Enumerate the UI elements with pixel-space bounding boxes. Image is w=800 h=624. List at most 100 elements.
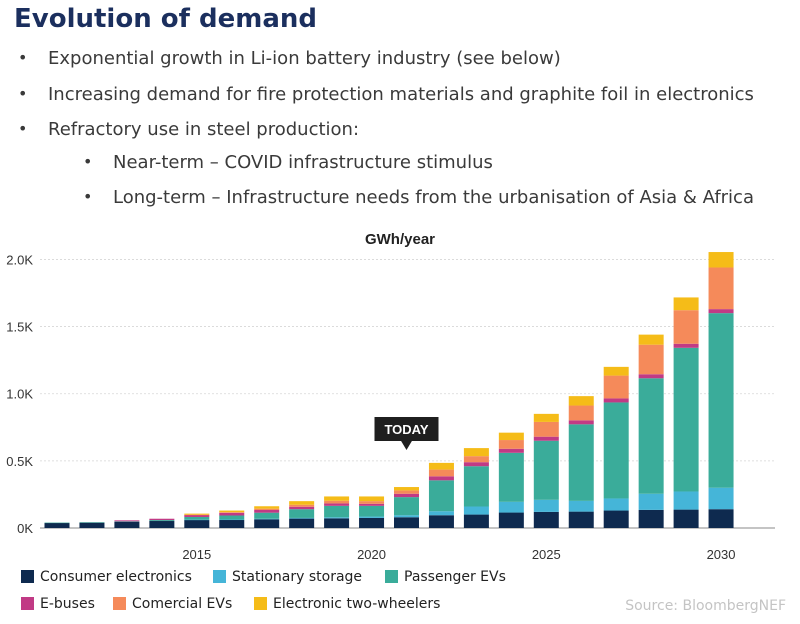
page-title: Evolution of demand: [14, 4, 317, 34]
bar-segment: [463, 506, 489, 515]
bar-segment: [533, 499, 559, 512]
bar-segment: [394, 487, 419, 491]
bar-segment: [498, 440, 524, 449]
bar-segment: [638, 344, 664, 375]
bar-segment: [289, 504, 315, 507]
bar-segment: [219, 510, 245, 513]
bullet-dot: •: [18, 119, 28, 138]
bar-segment: [394, 515, 419, 518]
bar-segment: [568, 405, 594, 421]
bar-segment: [254, 510, 280, 513]
bullet-text: Refractory use in steel production:: [48, 119, 360, 140]
bar-segment: [498, 501, 524, 513]
bar-segment: [498, 432, 524, 441]
bar-segment: [184, 519, 210, 521]
x-tick-label: 2015: [182, 547, 211, 562]
y-tick-label: 1.0K: [6, 387, 33, 402]
legend-label: E-buses: [40, 596, 95, 612]
bar-segment: [568, 396, 594, 406]
bullet-text: Increasing demand for fire protection ma…: [48, 84, 754, 105]
bar-segment: [533, 436, 559, 441]
stacked-bar-chart: GWh/year 0K 0.5K 1.0K 1.5K 2.0K 2015 2020 2025 20…: [6, 231, 775, 612]
bullet-item: • Refractory use in steel production:: [18, 119, 360, 140]
bar-segment: [708, 309, 734, 314]
bar-segment: [324, 517, 350, 519]
bar-segment: [673, 509, 699, 528]
bar-segment: [289, 506, 315, 510]
bar-segment: [603, 510, 629, 528]
bar-segment: [638, 509, 664, 528]
bar-segment: [44, 522, 70, 524]
bar-segment: [324, 505, 350, 518]
bar-segment: [463, 456, 489, 463]
bar-segment: [533, 413, 559, 422]
bar-segment: [673, 297, 699, 311]
bar-segment: [568, 424, 594, 501]
bar-segment: [428, 462, 454, 470]
bullet-dot: •: [83, 187, 93, 206]
bar-segment: [184, 514, 210, 517]
bar-segment: [359, 496, 385, 502]
bar-segment: [394, 490, 419, 494]
legend-label: Passenger EVs: [404, 569, 506, 585]
bullet-item: • Increasing demand for fire protection …: [18, 84, 754, 105]
bar-segment: [568, 420, 594, 425]
bar-segment: [533, 511, 559, 528]
bar-segment: [463, 514, 489, 528]
bar-segment: [359, 503, 385, 506]
bar-segment: [184, 519, 210, 528]
legend-label: Stationary storage: [232, 569, 362, 585]
x-tick-label: 2030: [707, 547, 736, 562]
bar-segment: [79, 522, 105, 528]
bar-segment: [673, 310, 699, 344]
bar-segment: [254, 508, 280, 511]
bar-segment: [114, 520, 140, 522]
bullet-dot: •: [18, 48, 28, 67]
bar-segment: [324, 500, 350, 504]
bar-segment: [603, 398, 629, 403]
source-credit: Source: BloombergNEF: [625, 598, 786, 614]
bar-segment: [463, 466, 489, 507]
bar-segment: [603, 375, 629, 399]
bar-segment: [114, 521, 140, 528]
legend-swatch: [21, 570, 34, 583]
annotation-label: TODAY: [384, 422, 428, 437]
bar-segment: [219, 519, 245, 521]
bar-segment: [428, 469, 454, 477]
bar-segment: [638, 374, 664, 379]
bar-segment: [359, 516, 385, 518]
bar-segment: [324, 496, 350, 501]
legend-swatch: [213, 570, 226, 583]
bar-segment: [568, 500, 594, 512]
bar-segment: [44, 522, 70, 528]
bar-segment: [289, 517, 315, 519]
legend-swatch: [113, 597, 126, 610]
bar-segment: [149, 520, 175, 522]
bar-segment: [463, 448, 489, 457]
chart-title: GWh/year: [365, 231, 435, 248]
bar-segment: [324, 503, 350, 506]
bar-segment: [498, 512, 524, 528]
bar-segment: [359, 505, 385, 517]
y-tick-label: 0K: [17, 521, 33, 536]
bar-segment: [638, 378, 664, 494]
bar-segment: [498, 452, 524, 502]
bar-segment: [79, 522, 105, 523]
bar-segment: [673, 491, 699, 510]
x-tick-label: 2020: [357, 547, 386, 562]
legend-swatch: [254, 597, 267, 610]
bar-segment: [254, 519, 280, 528]
sub-bullet-text: Near-term – COVID infrastructure stimulu…: [113, 152, 493, 173]
bullet-text: Exponential growth in Li-ion battery ind…: [48, 48, 561, 69]
bar-segment: [289, 518, 315, 528]
bar-segment: [428, 480, 454, 512]
legend-swatch: [385, 570, 398, 583]
bar-segment: [603, 402, 629, 499]
annotation-pointer: [400, 440, 413, 450]
bullet-item: • Exponential growth in Li-ion battery i…: [18, 48, 561, 69]
bar-segment: [254, 512, 280, 519]
sub-bullet-item: • Long-term – Infrastructure needs from …: [83, 187, 754, 208]
bar-segment: [149, 518, 175, 521]
bar-segment: [149, 521, 175, 528]
bar-segment: [708, 267, 734, 310]
